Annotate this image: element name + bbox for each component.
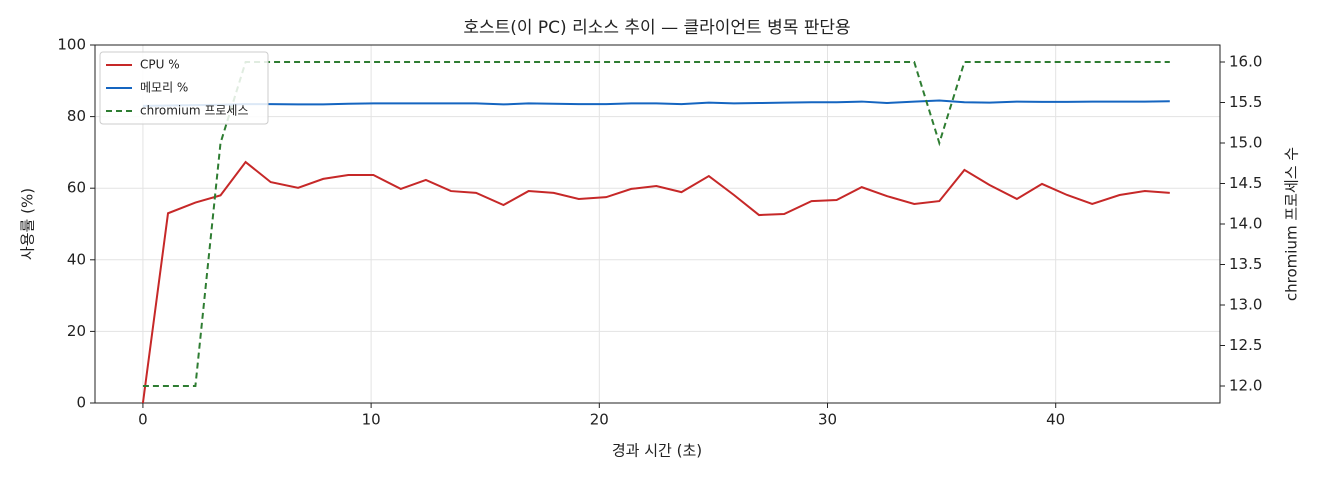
series-line [142, 99, 1170, 107]
x-axis-label: 경과 시간 (초) [612, 442, 702, 460]
y2-tick-label: 14.5 [1229, 174, 1262, 192]
series-line [142, 61, 1170, 387]
legend-label: chromium 프로세스 [140, 104, 249, 118]
legend-box [99, 51, 269, 125]
y-tick-label: 60 [67, 179, 86, 197]
y2-tick-label: 14.0 [1229, 215, 1262, 233]
y-tick-label: 100 [57, 36, 86, 54]
x-tick-label: 20 [590, 411, 609, 429]
legend-label: CPU % [140, 58, 180, 72]
x-tick-label: 0 [138, 411, 148, 429]
y-tick-label: 80 [67, 107, 86, 125]
y2-tick-label: 15.5 [1229, 93, 1262, 111]
x-tick-label: 30 [818, 411, 837, 429]
y2-axis-label: chromium 프로세스 수 [1283, 147, 1301, 301]
y2-tick-label: 15.0 [1229, 134, 1262, 152]
y-tick-label: 20 [67, 322, 86, 340]
y-tick-label: 0 [76, 394, 86, 412]
y-tick-label: 40 [67, 250, 86, 268]
y2-tick-label: 13.0 [1229, 295, 1262, 313]
chart-title: 호스트(이 PC) 리소스 추이 — 클라이언트 병목 판단용 [463, 18, 850, 38]
y2-tick-label: 12.0 [1229, 376, 1262, 394]
plot-frame [94, 44, 1221, 404]
y2-tick-label: 13.5 [1229, 255, 1262, 273]
x-tick-label: 10 [362, 411, 381, 429]
x-tick-label: 40 [1046, 411, 1065, 429]
series-line [141, 160, 1170, 404]
legend-label: 메모리 % [140, 81, 188, 95]
y2-tick-label: 12.5 [1229, 336, 1262, 354]
y-axis-label: 사용률 (%) [19, 188, 37, 260]
y2-tick-label: 16.0 [1229, 53, 1262, 71]
